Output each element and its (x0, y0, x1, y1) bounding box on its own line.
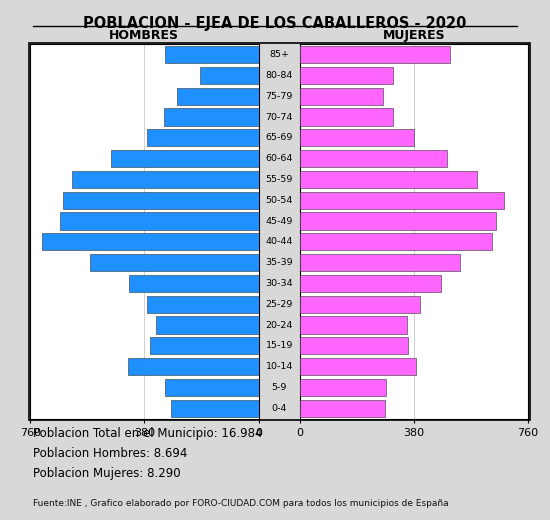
Text: Fuente:INE , Grafico elaborado por FORO-CIUDAD.COM para todos los municipios de : Fuente:INE , Grafico elaborado por FORO-… (33, 499, 449, 508)
Text: 80-84: 80-84 (266, 71, 293, 80)
Text: 75-79: 75-79 (266, 92, 293, 101)
Text: Poblacion Hombres: 8.694: Poblacion Hombres: 8.694 (33, 447, 188, 460)
Text: 70-74: 70-74 (266, 112, 293, 122)
Bar (129, 275, 258, 292)
Text: 35-39: 35-39 (265, 258, 293, 267)
Bar (147, 296, 258, 313)
Bar (164, 109, 258, 125)
Text: 40-44: 40-44 (266, 237, 293, 246)
Text: 85+: 85+ (269, 50, 289, 59)
Bar (300, 233, 492, 250)
Bar (300, 337, 409, 354)
Bar (300, 192, 504, 209)
Bar (60, 213, 258, 229)
Text: 20-24: 20-24 (266, 320, 293, 330)
Bar (300, 317, 407, 333)
Bar (166, 379, 258, 396)
Bar (300, 358, 416, 375)
Text: 5-9: 5-9 (272, 383, 287, 392)
Bar (300, 88, 383, 105)
Text: 30-34: 30-34 (265, 279, 293, 288)
Bar (300, 129, 414, 146)
Text: 45-49: 45-49 (266, 216, 293, 226)
Bar (42, 233, 258, 250)
Bar (300, 379, 386, 396)
Bar (300, 400, 385, 417)
Text: 50-54: 50-54 (266, 196, 293, 205)
Bar (178, 88, 258, 105)
Bar (300, 109, 393, 125)
Text: Poblacion Mujeres: 8.290: Poblacion Mujeres: 8.290 (33, 467, 180, 480)
Bar (300, 213, 497, 229)
Text: 0-4: 0-4 (272, 404, 287, 413)
Bar (72, 171, 258, 188)
Text: 65-69: 65-69 (266, 133, 293, 142)
Bar (300, 171, 477, 188)
Text: POBLACION - EJEA DE LOS CABALLEROS - 2020: POBLACION - EJEA DE LOS CABALLEROS - 202… (83, 16, 467, 31)
Text: 60-64: 60-64 (266, 154, 293, 163)
Bar (150, 337, 258, 354)
Bar (172, 400, 258, 417)
Bar (128, 358, 258, 375)
Bar (300, 275, 441, 292)
Text: Poblacion Total en el Municipio: 16.984: Poblacion Total en el Municipio: 16.984 (33, 427, 262, 440)
Bar (300, 254, 460, 271)
Title: HOMBRES: HOMBRES (109, 29, 179, 42)
Bar (63, 192, 258, 209)
Bar (300, 67, 393, 84)
Bar (300, 150, 447, 167)
Text: 25-29: 25-29 (266, 300, 293, 309)
Text: 15-19: 15-19 (266, 341, 293, 350)
Bar (156, 317, 258, 333)
Bar (200, 67, 258, 84)
Bar (300, 296, 420, 313)
Bar (90, 254, 258, 271)
Title: MUJERES: MUJERES (383, 29, 445, 42)
Bar (147, 129, 258, 146)
Bar (166, 46, 258, 63)
Text: 10-14: 10-14 (266, 362, 293, 371)
Bar (111, 150, 258, 167)
Text: 55-59: 55-59 (266, 175, 293, 184)
Bar (300, 46, 450, 63)
